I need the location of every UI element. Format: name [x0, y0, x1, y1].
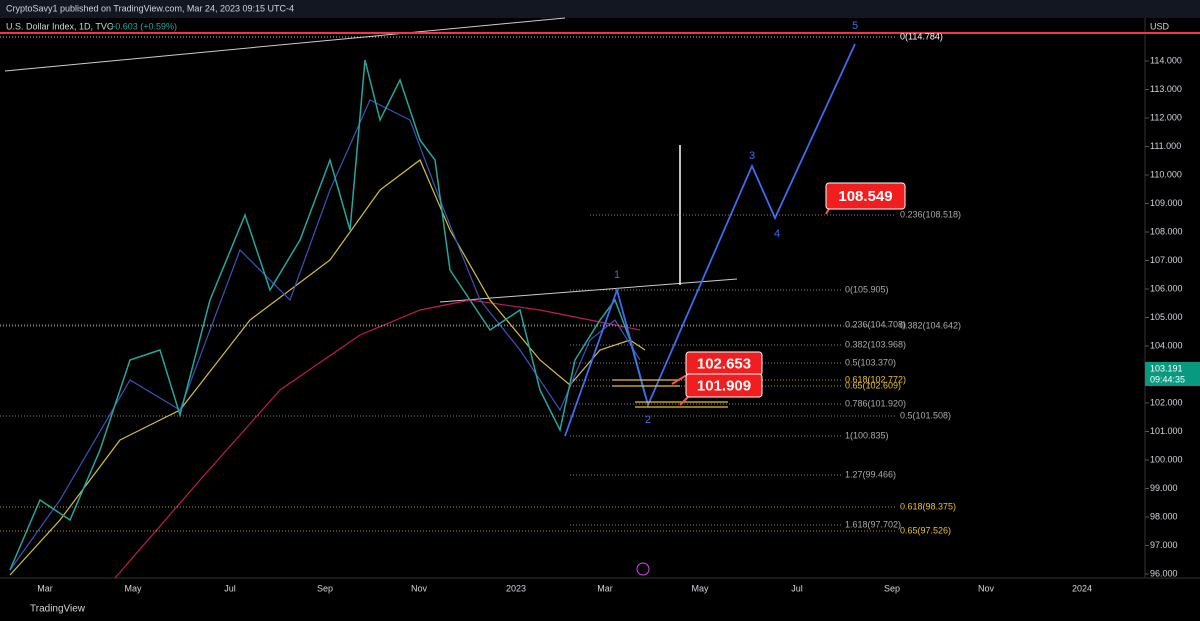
fib-label: 0.5(103.370) [845, 357, 896, 367]
time-label: 2023 [506, 583, 526, 593]
fib-label: 1.618(97.702) [845, 519, 901, 529]
wave-label: 2 [645, 414, 651, 426]
time-label: Jul [224, 583, 236, 593]
price-label: 111.000 [1150, 141, 1181, 151]
price-label: 97.000 [1150, 540, 1178, 550]
price-label: 96.000 [1150, 568, 1178, 578]
fib-label: 1(100.835) [845, 430, 889, 440]
time-label: Sep [317, 583, 333, 593]
top-bar [0, 0, 1200, 18]
wave-label: 4 [774, 228, 780, 240]
price-label: 109.000 [1150, 198, 1183, 208]
callout-label: 108.549 [838, 188, 892, 205]
fib-label: 0.618(98.375) [900, 501, 956, 511]
price-label: 108.000 [1150, 226, 1183, 236]
price-label: 99.000 [1150, 483, 1178, 493]
countdown: 09:44:35 [1150, 374, 1185, 384]
fib-label: 0.236(104.708) [845, 319, 906, 329]
time-label: Nov [411, 583, 428, 593]
brand: TradingView [30, 604, 86, 615]
time-label: Mar [37, 583, 53, 593]
time-label: Sep [884, 583, 900, 593]
fib-label: 0.65(102.609) [845, 380, 901, 390]
ma-50 [9, 159, 646, 576]
price [9, 59, 646, 571]
fib-label: 0.382(104.642) [900, 320, 961, 330]
wave-label: 3 [749, 150, 755, 162]
fib-label: 0.786(101.920) [845, 398, 906, 408]
event-icon[interactable] [636, 562, 650, 576]
trendline [4, 17, 566, 72]
time-label: Jul [791, 583, 803, 593]
ma-200 [114, 299, 641, 579]
current-price-box [1145, 362, 1200, 386]
fib-label: 0.65(97.526) [900, 525, 951, 535]
wave-label: 5 [852, 20, 858, 32]
symbol: U.S. Dollar Index, 1D, TVC [6, 21, 114, 31]
current-price: 103.191 [1150, 363, 1183, 373]
wave-label: 1 [614, 269, 620, 281]
price-label: 102.000 [1150, 397, 1183, 407]
fib-label: 0.5(101.508) [900, 410, 951, 420]
price-label: 98.000 [1150, 511, 1178, 521]
price-label: 114.000 [1150, 55, 1182, 65]
price-label: 105.000 [1150, 312, 1183, 322]
price-label: 106.000 [1150, 283, 1183, 293]
callout-box [685, 373, 763, 398]
price-label: 113.000 [1150, 84, 1182, 94]
price-label: 110.000 [1150, 169, 1182, 179]
time-label: May [691, 583, 709, 593]
time-label: May [124, 583, 142, 593]
fib-label: 0(114.784) [900, 31, 943, 41]
ma-20 [9, 99, 641, 571]
change: +0.603 (+0.59%) [110, 21, 177, 31]
price-label: 101.000 [1150, 426, 1183, 436]
time-label: 2024 [1072, 583, 1092, 593]
fib-label: 0.236(108.518) [900, 209, 961, 219]
fib-label: 1.27(99.466) [845, 469, 896, 479]
callout-label: 102.653 [697, 355, 751, 372]
price-label: 100.000 [1150, 454, 1183, 464]
elliott-wave [564, 43, 856, 437]
currency: USD [1150, 21, 1170, 31]
time-label: Nov [978, 583, 995, 593]
fib-label: 0.382(103.968) [845, 339, 906, 349]
author: CryptoSavy1 published on TradingView.com… [6, 3, 294, 13]
callout-label: 101.909 [697, 377, 751, 394]
price-label: 104.000 [1150, 340, 1183, 350]
price-label: 112.000 [1150, 112, 1182, 122]
fib-label: 0.618(102.772) [845, 374, 906, 384]
callout-box [825, 182, 906, 210]
time-label: Mar [597, 583, 613, 593]
fib-label: 0(105.905) [845, 284, 889, 294]
price-label: 107.000 [1150, 255, 1183, 265]
